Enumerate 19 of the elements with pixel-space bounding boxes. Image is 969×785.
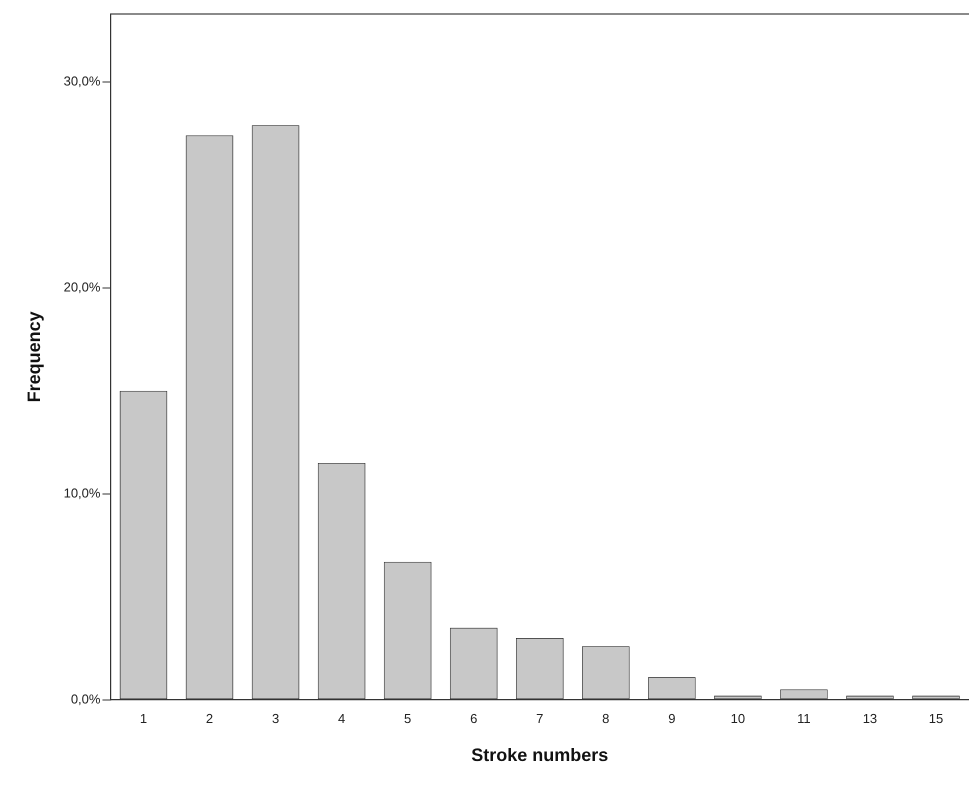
y-tick-label: 30,0% <box>64 74 101 89</box>
x-tick-label: 11 <box>797 711 811 726</box>
x-tick-label: 15 <box>928 711 944 726</box>
y-tick-label: 20,0% <box>64 279 101 294</box>
y-tick-label: 10,0% <box>64 485 101 500</box>
x-tick-label: 5 <box>404 711 412 726</box>
x-tick-label: 7 <box>536 711 544 726</box>
x-tick-label: 8 <box>602 711 610 726</box>
x-tick-label: 2 <box>206 711 214 726</box>
y-tick-label: 0,0% <box>70 691 101 706</box>
x-tick-label: 4 <box>338 711 346 726</box>
y-axis-title: Frequency <box>24 311 44 402</box>
x-tick-label: 6 <box>470 711 478 726</box>
x-tick-label: 13 <box>862 711 878 726</box>
x-tick-label: 9 <box>668 711 676 726</box>
x-tick-label: 1 <box>140 711 148 726</box>
x-tick-label: 3 <box>272 711 280 726</box>
x-axis-title: Stroke numbers <box>471 745 608 766</box>
x-tick-label: 10 <box>730 711 746 726</box>
